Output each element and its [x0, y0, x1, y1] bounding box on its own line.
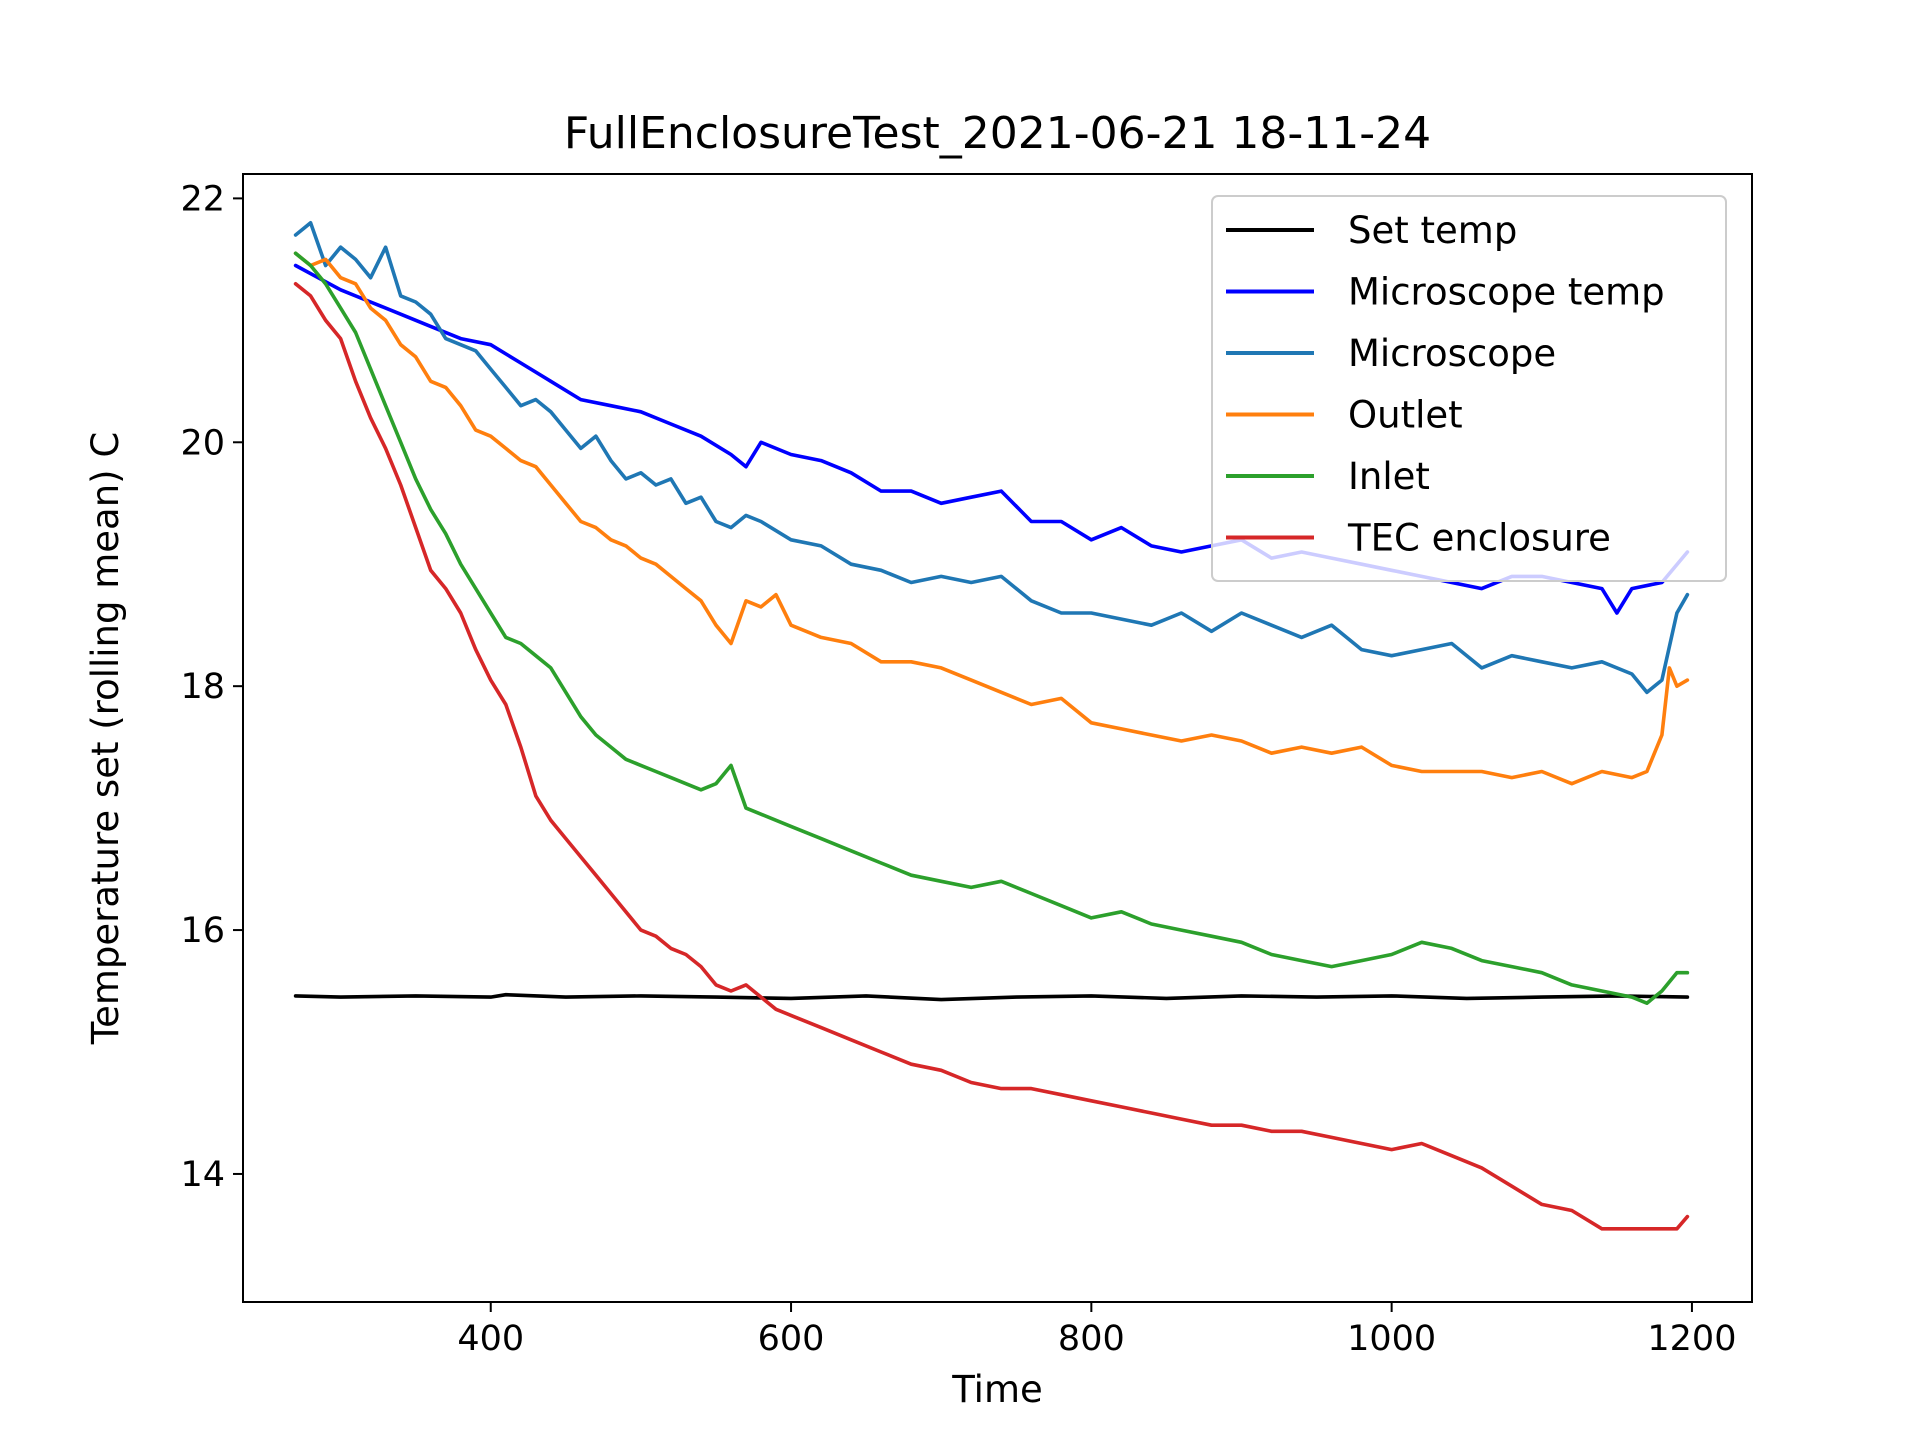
series-line-1 — [293, 263, 1690, 615]
legend-box — [1211, 195, 1727, 582]
y-tick-label: 22 — [180, 179, 225, 219]
legend-label: Microscope temp — [1348, 271, 1665, 314]
legend-label: TEC enclosure — [1347, 517, 1611, 560]
plot-frame — [242, 173, 1753, 1303]
x-tick-label: 1200 — [1647, 1319, 1736, 1359]
x-axis-label: Time — [951, 1368, 1043, 1411]
series-layer — [293, 221, 1690, 1231]
legend-label: Inlet — [1348, 455, 1430, 498]
x-tick-label: 1000 — [1347, 1319, 1436, 1359]
y-tick-label: 18 — [180, 667, 225, 707]
series-line-3 — [293, 251, 1690, 786]
series-line-0 — [293, 992, 1690, 1002]
chart-title: FullEnclosureTest_2021-06-21 18-11-24 — [564, 108, 1431, 159]
x-tick-label: 800 — [1058, 1319, 1125, 1359]
series-line-5 — [293, 282, 1690, 1231]
legend-label: Microscope — [1348, 332, 1556, 375]
legend-label: Set temp — [1348, 209, 1517, 252]
x-tick-label: 400 — [457, 1319, 524, 1359]
y-tick-label: 16 — [180, 911, 225, 951]
y-axis-label: Temperature set (rolling mean) C — [84, 432, 127, 1045]
legend: Set temp Microscope temp Microscope Outlet I… — [1211, 195, 1727, 582]
x-axis: 400 600 800 1000 1200 — [457, 1302, 1736, 1359]
y-axis: 14 16 18 20 22 — [180, 179, 243, 1195]
y-tick-label: 14 — [180, 1155, 225, 1195]
x-tick-label: 600 — [758, 1319, 825, 1359]
y-tick-label: 20 — [180, 423, 225, 463]
legend-label: Outlet — [1348, 394, 1463, 437]
series-line-4 — [293, 251, 1690, 1005]
series-line-2 — [293, 221, 1690, 695]
